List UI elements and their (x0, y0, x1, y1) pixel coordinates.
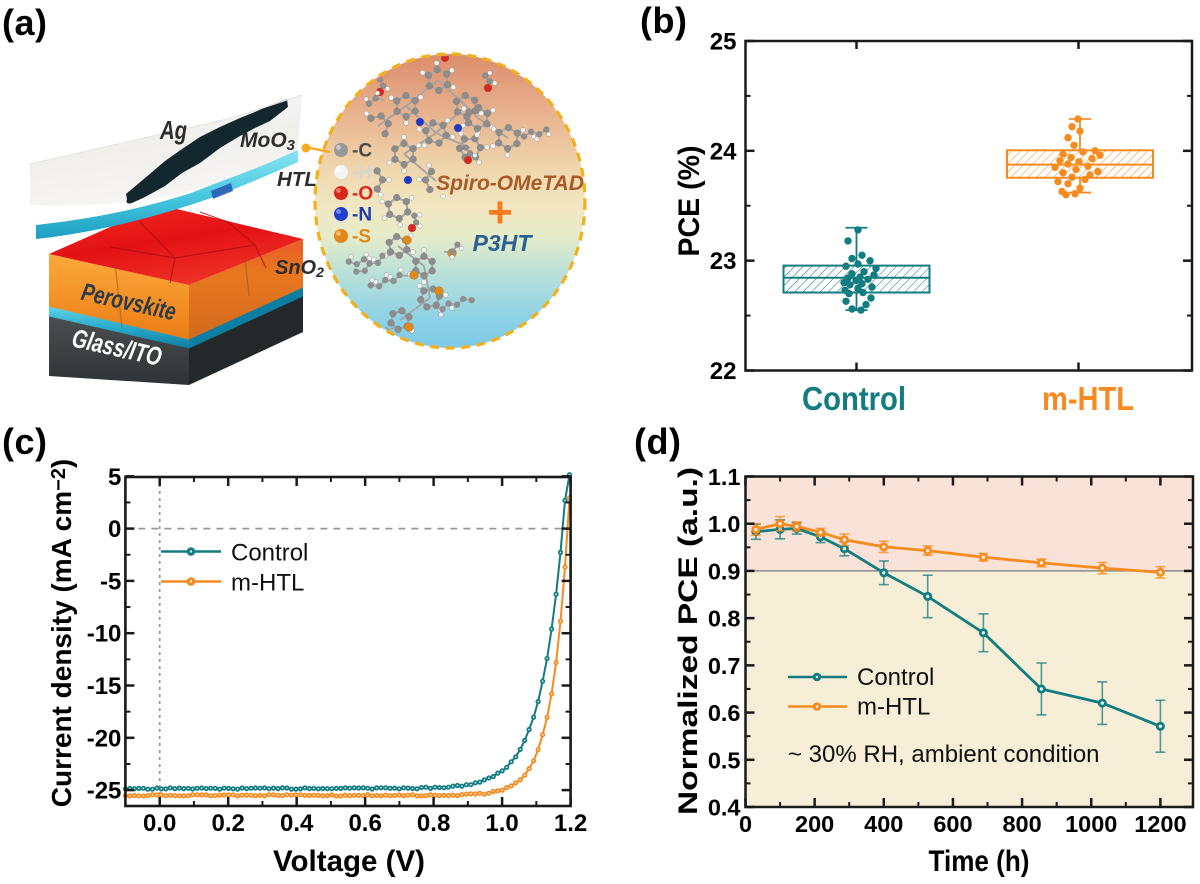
svg-text:m-HTL: m-HTL (1042, 380, 1134, 417)
svg-text:1.2: 1.2 (554, 810, 587, 837)
svg-text:Current density (mA cm−2): Current density (mA cm−2) (46, 459, 77, 808)
svg-text:~ 30% RH, ambient condition: ~ 30% RH, ambient condition (788, 741, 1100, 768)
svg-text:m-HTL: m-HTL (231, 570, 304, 597)
svg-text:+: + (487, 188, 513, 237)
svg-text:25: 25 (710, 29, 737, 56)
svg-text:Control: Control (857, 664, 934, 691)
svg-text:SnO2: SnO2 (275, 257, 324, 280)
svg-text:Spiro-OMeTAD: Spiro-OMeTAD (436, 172, 584, 195)
svg-text:Voltage (V): Voltage (V) (273, 845, 425, 878)
svg-text:-S: -S (352, 227, 371, 248)
svg-text:Normalized PCE (a.u.): Normalized PCE (a.u.) (673, 467, 703, 815)
svg-text:-O: -O (352, 184, 373, 205)
svg-text:200: 200 (795, 811, 834, 837)
svg-text:-5: -5 (100, 568, 121, 595)
svg-text:-10: -10 (87, 621, 122, 648)
svg-text:PCE (%): PCE (%) (673, 146, 706, 257)
svg-text:P3HT: P3HT (473, 230, 534, 256)
svg-text:Ag: Ag (159, 115, 187, 145)
svg-text:m-HTL: m-HTL (857, 694, 930, 721)
svg-text:MoO3: MoO3 (240, 129, 296, 154)
svg-text:-20: -20 (87, 725, 122, 752)
svg-text:-H: -H (352, 163, 372, 184)
svg-text:-C: -C (352, 141, 372, 162)
svg-text:Control: Control (802, 380, 906, 417)
svg-text:1200: 1200 (1134, 811, 1186, 837)
svg-text:HTL: HTL (277, 168, 317, 191)
svg-text:0.8: 0.8 (708, 606, 741, 632)
svg-text:800: 800 (1002, 811, 1041, 837)
svg-text:1.1: 1.1 (708, 464, 741, 490)
svg-text:-25: -25 (87, 778, 122, 805)
svg-text:-15: -15 (87, 673, 122, 700)
svg-text:0.7: 0.7 (708, 653, 741, 679)
svg-text:24: 24 (710, 138, 737, 165)
svg-text:400: 400 (864, 811, 903, 837)
svg-text:0.8: 0.8 (417, 810, 450, 837)
svg-text:0.6: 0.6 (708, 700, 741, 726)
svg-text:Time (h): Time (h) (929, 845, 1030, 878)
svg-text:5: 5 (108, 464, 121, 491)
svg-text:600: 600 (933, 811, 972, 837)
svg-text:0.4: 0.4 (280, 810, 314, 837)
svg-text:0: 0 (739, 811, 752, 837)
svg-text:Control: Control (231, 540, 308, 567)
svg-text:1.0: 1.0 (485, 810, 518, 837)
svg-text:0.2: 0.2 (211, 810, 244, 837)
svg-text:0.6: 0.6 (348, 810, 381, 837)
svg-text:22: 22 (710, 358, 737, 385)
svg-text:0.5: 0.5 (708, 747, 741, 773)
svg-text:0: 0 (108, 516, 121, 543)
svg-text:-N: -N (352, 205, 372, 226)
svg-text:0.0: 0.0 (143, 810, 176, 837)
svg-text:23: 23 (710, 248, 737, 275)
svg-text:1000: 1000 (1065, 811, 1117, 837)
svg-text:0.4: 0.4 (708, 795, 741, 821)
svg-text:1.0: 1.0 (708, 511, 741, 537)
svg-text:0.9: 0.9 (708, 558, 741, 584)
